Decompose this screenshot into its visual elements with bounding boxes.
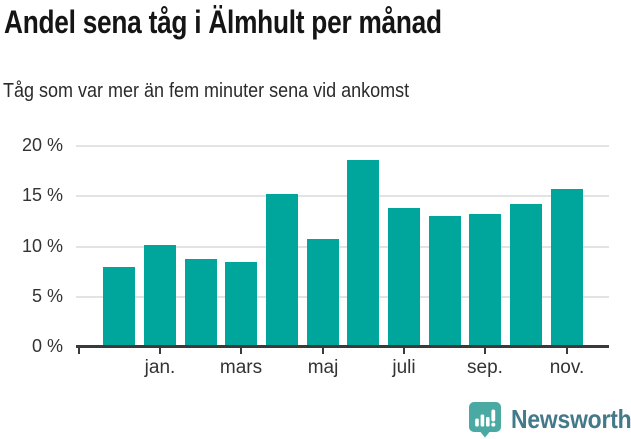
gridline-10 <box>76 245 609 248</box>
bar-nov. <box>551 189 583 347</box>
page-subtitle: Tåg som var mer än fem minuter sena vid … <box>3 80 410 102</box>
y-axis-label-10: 10 % <box>21 235 63 256</box>
y-axis-label-20: 20 % <box>21 135 63 155</box>
gridline-20 <box>76 145 609 147</box>
x-axis-tick-juli <box>403 345 405 354</box>
bar-jan. <box>144 245 176 347</box>
bar-maj <box>307 239 339 347</box>
chart-speech-bubble-icon <box>469 401 501 437</box>
bar-apr. <box>266 194 298 347</box>
x-axis-label-juli: juli <box>392 357 416 378</box>
x-axis-label-jan.: jan. <box>144 357 176 378</box>
bar-mars <box>225 262 257 347</box>
brand-name: Newsworthy <box>511 403 631 434</box>
bar-feb. <box>185 259 217 347</box>
bar-juni <box>347 160 379 347</box>
bar-aug. <box>429 216 461 347</box>
bar-sep. <box>469 214 501 347</box>
gridline-15 <box>76 195 609 198</box>
x-axis-tick-sep. <box>484 345 486 354</box>
bar-chart-plot-area: 0 % 5 % 10 % 15 % 20 % jan. mars maj juli sep. nov… <box>22 135 609 378</box>
x-axis-label-sep.: sep. <box>467 357 503 378</box>
x-axis-tick-mars <box>240 345 242 354</box>
y-axis-label-15: 15 % <box>21 185 63 206</box>
x-axis-tick-jan. <box>159 345 161 354</box>
y-axis-label-5: 5 % <box>31 285 63 306</box>
bar-juli <box>388 208 420 347</box>
x-axis-label-maj: maj <box>307 357 339 378</box>
x-axis-line <box>76 345 609 348</box>
y-axis-label-0: 0 % <box>31 336 63 356</box>
x-axis-label-nov.: nov. <box>549 357 585 378</box>
bar-dec. <box>103 267 135 347</box>
x-axis-label-mars: mars <box>219 357 263 378</box>
x-axis-edge-tick <box>78 345 80 354</box>
gridline-5 <box>76 295 609 298</box>
newsworthy-logo: Newsworthy <box>468 400 631 438</box>
page-title: Andel sena tåg i Älmhult per månad <box>4 4 442 40</box>
bar-okt. <box>510 204 542 347</box>
x-axis-tick-nov. <box>566 345 568 354</box>
x-axis-tick-maj <box>322 345 324 354</box>
